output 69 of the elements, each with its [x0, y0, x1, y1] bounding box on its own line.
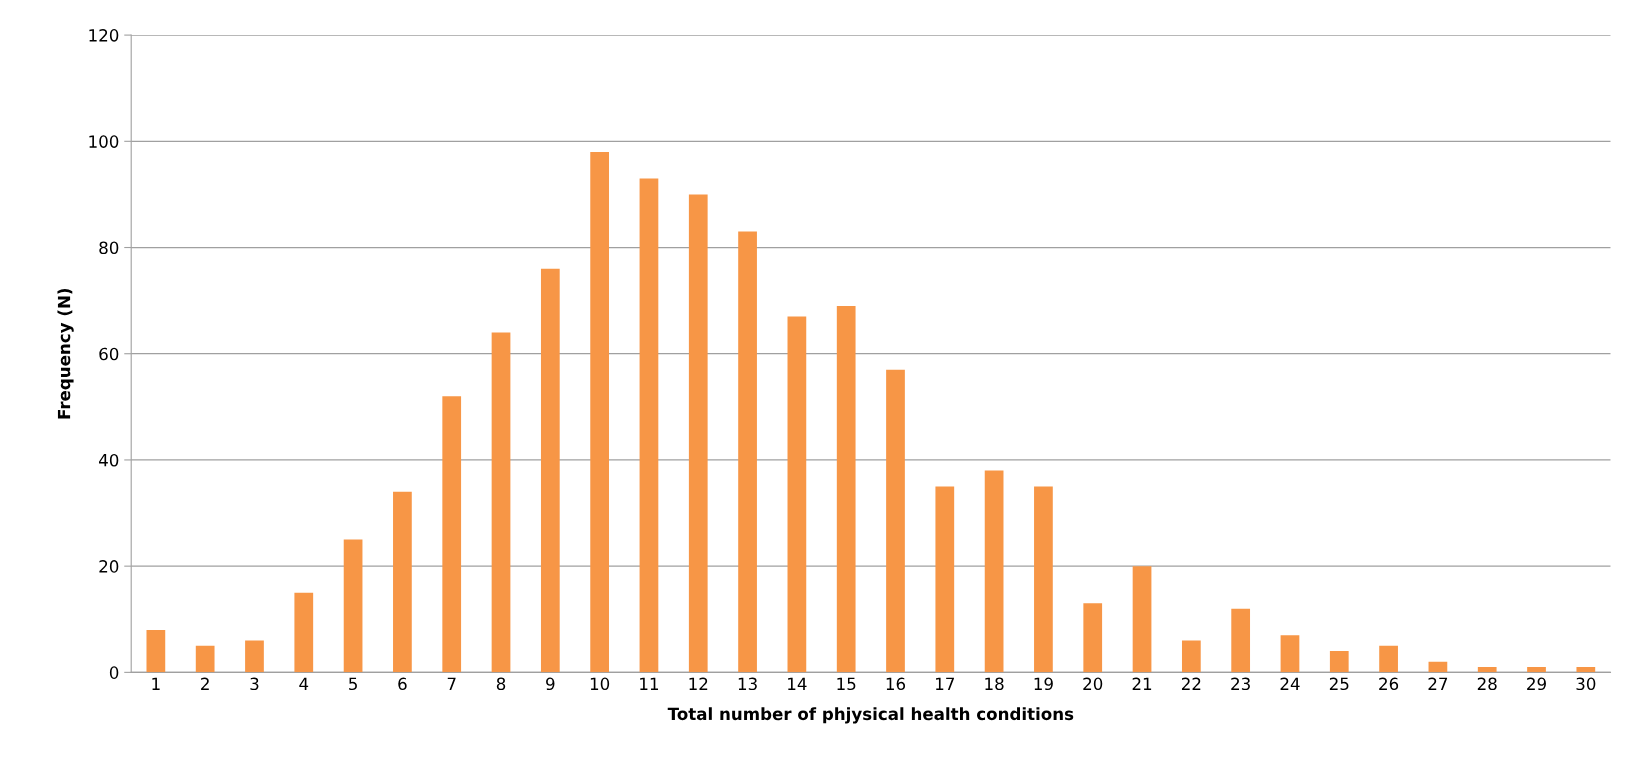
bar	[886, 369, 905, 673]
x-tick-label: 11	[640, 677, 659, 690]
bar	[1576, 667, 1596, 673]
x-tick-label: 15	[837, 677, 856, 691]
bar	[787, 316, 807, 673]
bar	[294, 592, 314, 673]
x-tick-label: 2	[201, 677, 209, 690]
x-tick-label: 18	[985, 677, 1004, 691]
x-tick-label: 12	[689, 677, 708, 690]
x-tick-label: 13	[738, 677, 757, 691]
bar	[836, 305, 856, 673]
x-tick-label: 22	[1181, 677, 1201, 690]
x-tick-label: 17	[936, 677, 954, 690]
y-tick-label: 120	[89, 29, 119, 42]
x-tick-label: 6	[398, 677, 407, 691]
bar	[1034, 486, 1053, 673]
x-tick-label: 23	[1231, 677, 1250, 691]
bar	[1231, 608, 1251, 673]
bar	[1083, 603, 1103, 673]
x-tick-label: 14	[788, 677, 807, 690]
y-tick-label: 80	[99, 241, 119, 255]
bar	[688, 194, 708, 673]
bar	[1379, 645, 1398, 673]
x-tick-label: 4	[299, 677, 309, 690]
x-tick-label: 28	[1477, 677, 1497, 691]
x-tick-label: 24	[1280, 677, 1300, 690]
bar	[393, 491, 412, 673]
bar	[491, 332, 511, 673]
bar	[738, 231, 757, 673]
bar	[935, 486, 955, 673]
bar	[245, 640, 264, 673]
bar	[1428, 661, 1448, 673]
x-tick-label: 1	[152, 677, 160, 690]
bar	[540, 268, 560, 673]
x-tick-label: 9	[546, 677, 555, 691]
y-axis-title: Frequency (N)	[57, 288, 74, 419]
bar	[984, 470, 1004, 673]
y-tick-label: 60	[99, 347, 119, 361]
x-tick-label: 29	[1527, 677, 1546, 691]
x-tick-label: 3	[250, 677, 259, 691]
x-tick-label: 30	[1576, 677, 1596, 691]
bar	[1132, 566, 1152, 673]
x-tick-label: 25	[1329, 677, 1349, 691]
y-tick-label: 40	[99, 453, 119, 467]
x-tick-label: 27	[1428, 677, 1448, 690]
x-tick-label: 8	[496, 677, 506, 691]
x-tick-label: 16	[886, 677, 906, 691]
y-tick-label: 100	[89, 135, 119, 148]
bar	[1181, 640, 1201, 673]
bar	[195, 645, 215, 673]
y-tick-label: 0	[109, 666, 119, 679]
bar	[590, 151, 610, 673]
bar	[1329, 651, 1349, 673]
x-tick-label: 5	[349, 677, 357, 691]
x-tick-label: 20	[1083, 677, 1103, 691]
x-tick-label: 19	[1034, 677, 1053, 691]
bar	[1280, 635, 1300, 673]
bar	[1527, 667, 1546, 673]
bar	[1477, 667, 1497, 673]
bar	[639, 178, 659, 673]
bar	[442, 396, 462, 673]
bar	[343, 539, 363, 673]
x-tick-label: 26	[1379, 677, 1399, 691]
y-tick-label: 20	[99, 560, 119, 573]
x-tick-label: 10	[590, 677, 610, 691]
x-tick-label: 21	[1132, 677, 1152, 690]
bar	[146, 629, 166, 673]
x-axis-title: Total number of phjysical health conditions	[667, 707, 1074, 724]
x-tick-label: 7	[447, 677, 456, 690]
